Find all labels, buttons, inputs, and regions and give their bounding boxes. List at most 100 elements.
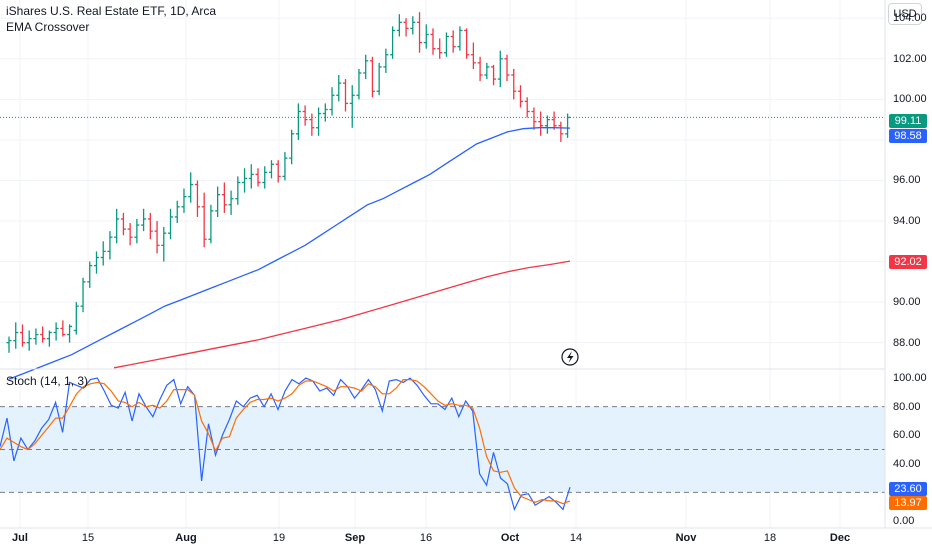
ohlc-bar [457, 26, 463, 51]
ohlc-bar [376, 62, 382, 96]
time-tick-label: 18 [763, 532, 777, 544]
ohlc-bar [417, 12, 423, 53]
ohlc-bar [53, 322, 59, 341]
ohlc-bar [336, 75, 342, 102]
ohlc-bar [383, 48, 389, 73]
ohlc-bar [443, 32, 449, 57]
ohlc-bar [208, 204, 214, 244]
price-candles [6, 12, 571, 353]
ohlc-bar [322, 103, 328, 122]
ohlc-bar [363, 54, 369, 80]
ohlc-bar [403, 18, 409, 37]
ohlc-bar [275, 160, 281, 183]
stoch-k-tag: 23.60 [889, 482, 927, 496]
ohlc-bar [87, 261, 93, 288]
ohlc-bar [491, 64, 497, 86]
ohlc-bar [127, 223, 133, 246]
ohlc-bar [517, 85, 523, 108]
ohlc-bar [168, 208, 174, 240]
time-tick-label: 14 [569, 532, 583, 544]
ohlc-bar [228, 190, 234, 215]
ohlc-bar [114, 208, 120, 244]
ohlc-bar [60, 320, 66, 337]
stoch-band-layer [0, 406, 885, 493]
time-tick-label: Oct [500, 532, 520, 544]
ohlc-bar [329, 87, 335, 116]
stoch-tick-label: 100.00 [893, 372, 927, 385]
ohlc-bar [19, 324, 25, 347]
ohlc-bar [221, 182, 227, 213]
ohlc-bar [80, 277, 86, 313]
ohlc-bar [538, 111, 544, 136]
ohlc-bar [295, 103, 301, 140]
ohlc-bar [248, 164, 254, 189]
ohlc-bar [450, 30, 456, 53]
price-tick-label: 94.00 [893, 214, 921, 227]
ema-fast-line [8, 127, 571, 380]
ohlc-bar [93, 251, 99, 274]
price-tick-label: 102.00 [893, 52, 927, 65]
time-tick-label: Jul [12, 532, 28, 544]
ohlc-bar [107, 231, 113, 260]
ohlc-bar [531, 107, 537, 130]
stoch-tick-label: 80.00 [893, 400, 921, 413]
stoch-tick-label: 60.00 [893, 429, 921, 442]
lightning-icon[interactable] [561, 348, 579, 366]
ema-slow-line [113, 260, 571, 369]
time-tick-label: Aug [175, 532, 197, 544]
time-tick-label: 15 [81, 532, 95, 544]
ohlc-bar [484, 62, 490, 80]
ohlc-bar [73, 302, 79, 335]
ohlc-bar [147, 212, 153, 240]
ohlc-bar [551, 111, 557, 130]
ohlc-bar [174, 200, 180, 224]
ohlc-bar [504, 54, 510, 82]
ohlc-bar [188, 172, 194, 203]
currency-button[interactable]: USD [888, 3, 922, 25]
ohlc-bar [6, 336, 12, 353]
ohlc-bar [161, 227, 167, 262]
ohlc-bar [33, 328, 39, 345]
stoch-tick-label: 0.00 [893, 514, 915, 527]
time-tick-label: Dec [829, 532, 851, 544]
ohlc-bar [430, 28, 436, 55]
ohlc-bar [242, 168, 248, 193]
time-tick-label: 16 [419, 532, 433, 544]
ohlc-bar [349, 85, 355, 128]
ohlc-bar [255, 168, 261, 187]
ema-lines [8, 127, 571, 380]
last-price-tag: 99.11 [889, 114, 927, 128]
ohlc-bar [396, 14, 402, 37]
ohlc-bar [410, 16, 416, 35]
ohlc-bar [282, 152, 288, 181]
ohlc-bar [46, 330, 52, 347]
ohlc-bar [390, 26, 396, 59]
ohlc-bar [194, 180, 200, 217]
ohlc-bar [524, 97, 530, 118]
ohlc-bar [181, 188, 187, 213]
price-tick-label: 100.00 [893, 93, 927, 106]
ohlc-bar [201, 192, 207, 248]
ohlc-bar [302, 105, 308, 126]
time-tick-label: Nov [675, 532, 697, 544]
ohlc-bar [356, 68, 362, 100]
price-tick-label: 88.00 [893, 336, 921, 349]
ohlc-bar [154, 220, 160, 254]
ohlc-bar [120, 212, 126, 236]
ohlc-bar [470, 42, 476, 69]
ohlc-bar [40, 326, 46, 343]
stoch-label[interactable]: Stoch (14, 1, 3) [6, 374, 89, 388]
ohlc-bar [343, 79, 348, 112]
indicator-label[interactable]: EMA Crossover [6, 20, 90, 34]
ohlc-bar [13, 322, 19, 349]
ohlc-bar [26, 330, 32, 351]
ema-slow-tag: 92.02 [889, 255, 927, 269]
ohlc-bar [477, 56, 483, 82]
stoch-tick-label: 40.00 [893, 457, 921, 470]
stoch-lines [0, 377, 571, 512]
ohlc-bar [262, 166, 268, 189]
ema-fast-tag: 98.58 [889, 129, 927, 143]
ohlc-bar [134, 218, 140, 244]
ohlc-bar [100, 241, 106, 266]
